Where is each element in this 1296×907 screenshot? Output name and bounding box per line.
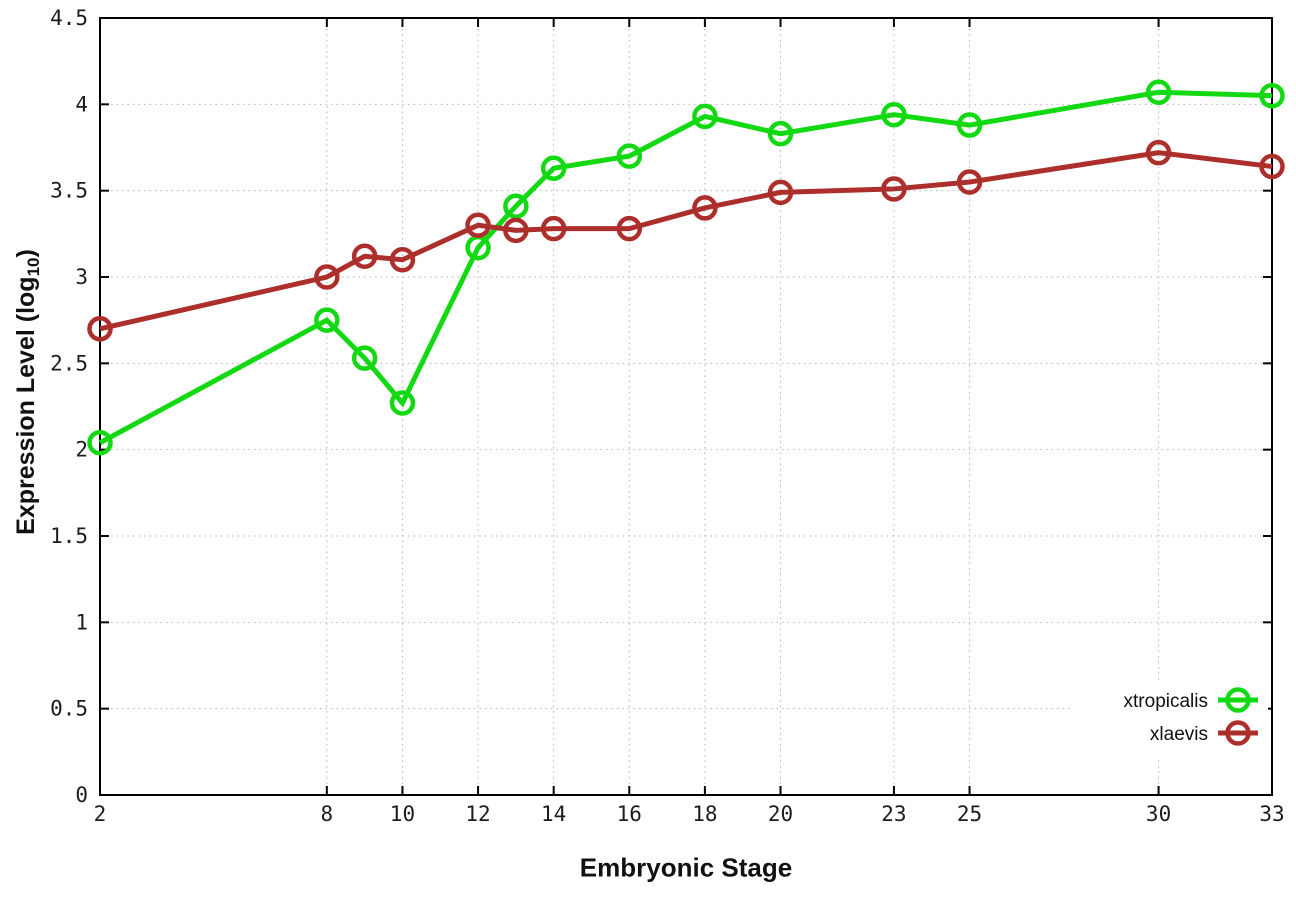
- data-point-xtropicalis: [540, 155, 567, 181]
- data-point-xlaevis: [1259, 153, 1285, 180]
- series-line-xtropicalis: [98, 89, 1273, 445]
- data-point-xtropicalis: [881, 101, 907, 128]
- data-point-xtropicalis: [314, 307, 340, 333]
- data-point-xlaevis: [503, 217, 529, 244]
- data-point-xtropicalis: [956, 112, 983, 138]
- x-tick-label: 10: [390, 802, 415, 826]
- data-point-xlaevis: [767, 179, 794, 206]
- y-axis-title: Expression Level (log10): [12, 249, 44, 535]
- legend-box: [1072, 680, 1268, 760]
- data-point-xtropicalis: [1145, 79, 1172, 105]
- x-tick-label: 16: [617, 802, 642, 826]
- x-tick-label: 25: [957, 802, 982, 826]
- data-point-xlaevis: [314, 264, 340, 290]
- x-tick-label: 20: [768, 802, 793, 826]
- x-tick-label: 8: [321, 802, 334, 826]
- x-axis-title: Embryonic Stage: [579, 852, 793, 883]
- x-tick-label: 18: [692, 802, 717, 826]
- data-point-xlaevis: [692, 195, 718, 221]
- x-tick-label: 14: [541, 802, 566, 826]
- y-tick-label: 2.5: [50, 351, 88, 375]
- data-point-xtropicalis: [87, 430, 113, 456]
- data-point-xtropicalis: [503, 193, 529, 219]
- data-point-xlaevis: [616, 215, 643, 242]
- plot-border: [99, 17, 1273, 796]
- data-point-xtropicalis: [1259, 82, 1285, 109]
- y-tick-label: 2: [75, 438, 88, 462]
- legend-marker-xtropicalis: [1225, 687, 1251, 713]
- data-point-xtropicalis: [616, 143, 643, 169]
- x-tick-label: 30: [1146, 802, 1171, 826]
- legend-label-xtropicalis: xtropicalis: [1124, 691, 1208, 712]
- data-point-xlaevis: [540, 215, 567, 242]
- legend-label-xlaevis: xlaevis: [1150, 724, 1208, 745]
- data-point-xlaevis: [87, 316, 113, 342]
- y-tick-label: 1: [75, 610, 88, 634]
- y-tick-label: 4: [75, 92, 88, 116]
- y-tick-label: 3: [75, 265, 88, 289]
- x-tick-label: 33: [1259, 802, 1284, 826]
- series-line-xlaevis: [99, 150, 1273, 332]
- x-tick-label: 23: [881, 802, 906, 826]
- y-tick-label: 0: [75, 783, 88, 807]
- data-point-xtropicalis: [389, 390, 416, 416]
- y-tick-label: 3.5: [50, 179, 88, 203]
- data-point-xlaevis: [956, 169, 983, 195]
- y-axis-title-subscript: 10: [24, 257, 43, 277]
- legend-marker-xlaevis: [1225, 720, 1251, 746]
- y-axis-title-close: ): [12, 249, 40, 258]
- data-point-xlaevis: [881, 176, 907, 202]
- y-tick-label: 0.5: [50, 697, 88, 721]
- data-point-xtropicalis: [767, 120, 794, 147]
- data-point-xlaevis: [351, 243, 378, 270]
- data-point-xtropicalis: [692, 103, 718, 130]
- x-tick-label: 2: [94, 802, 107, 826]
- y-axis-title-text: Expression Level (log: [12, 276, 40, 535]
- data-point-xtropicalis: [351, 345, 378, 371]
- x-tick-label: 12: [465, 802, 490, 826]
- y-tick-label: 1.5: [50, 524, 88, 548]
- data-point-xlaevis: [389, 246, 416, 273]
- data-point-xlaevis: [465, 212, 491, 238]
- y-tick-label: 4.5: [50, 6, 88, 30]
- data-point-xlaevis: [1145, 139, 1172, 166]
